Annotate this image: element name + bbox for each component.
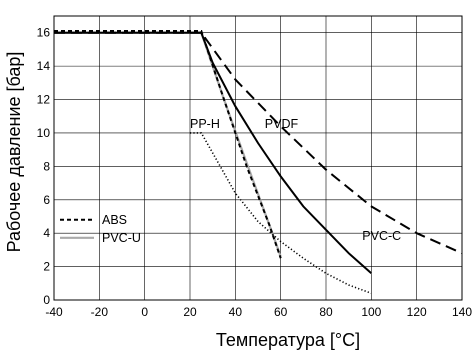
series-line-abs bbox=[54, 30, 282, 259]
legend: ABS PVC-U bbox=[60, 213, 141, 245]
x-tick-label: 100 bbox=[361, 305, 381, 319]
x-tick-label: -20 bbox=[91, 305, 109, 319]
legend-label: ABS bbox=[102, 213, 127, 227]
grid bbox=[53, 16, 463, 301]
y-axis-title: Рабочее давление [бар] bbox=[4, 52, 24, 253]
x-axis-ticks: -40 -20 0 20 40 60 80 100 120 140 bbox=[45, 305, 472, 319]
x-tick-label: -40 bbox=[45, 305, 63, 319]
curve-annotations: PP-H PVDF PVC-C bbox=[190, 117, 401, 243]
x-tick-label: 140 bbox=[452, 305, 472, 319]
y-tick-label: 4 bbox=[43, 226, 50, 240]
plot-frame bbox=[53, 15, 463, 301]
series-line-pvdf bbox=[54, 31, 463, 255]
y-tick-label: 8 bbox=[43, 159, 50, 173]
y-tick-label: 6 bbox=[43, 193, 50, 207]
y-tick-label: 0 bbox=[43, 293, 50, 307]
y-tick-label: 12 bbox=[37, 93, 51, 107]
y-axis-ticks: 0 2 4 6 8 10 12 14 16 bbox=[37, 26, 51, 307]
x-tick-label: 40 bbox=[229, 305, 243, 319]
x-tick-label: 120 bbox=[407, 305, 427, 319]
annotation-label: PP-H bbox=[190, 117, 220, 131]
x-tick-label: 80 bbox=[319, 305, 333, 319]
series-layer bbox=[54, 30, 463, 295]
y-tick-label: 10 bbox=[37, 126, 51, 140]
y-tick-label: 2 bbox=[43, 260, 50, 274]
x-tick-label: 20 bbox=[183, 305, 197, 319]
y-tick-label: 14 bbox=[37, 59, 51, 73]
annotation-label: PVC-C bbox=[362, 229, 401, 243]
annotation-label: PVDF bbox=[265, 117, 299, 131]
legend-label: PVC-U bbox=[102, 231, 141, 245]
x-axis-title: Температура [°C] bbox=[216, 330, 360, 350]
y-tick-label: 16 bbox=[37, 26, 51, 40]
x-tick-label: 0 bbox=[141, 305, 148, 319]
series-line-pp-h bbox=[190, 132, 372, 295]
x-tick-label: 60 bbox=[274, 305, 288, 319]
